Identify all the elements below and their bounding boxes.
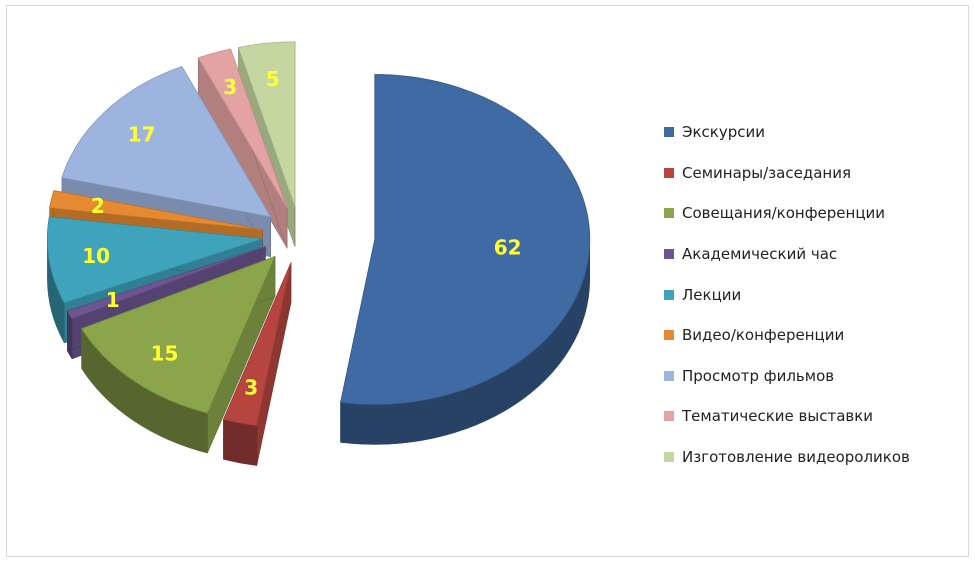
- legend-swatch: [664, 208, 674, 219]
- data-label-5: 10: [82, 244, 110, 268]
- legend-swatch: [664, 452, 674, 463]
- data-label-8: 3: [223, 75, 237, 99]
- slice-8: [197, 48, 288, 250]
- legend-item-8: Тематические выставки: [664, 396, 964, 437]
- legend-item-9: Изготовление видеороликов: [664, 437, 964, 478]
- chart-legend: Экскурсии Семинары/заседания Совещания/кон…: [664, 112, 964, 477]
- legend-swatch: [664, 289, 674, 300]
- data-label-7: 17: [128, 123, 156, 147]
- legend-item-5: Лекции: [664, 274, 964, 315]
- legend-item-6: Видео/конференции: [664, 315, 964, 356]
- legend-label: Семинары/заседания: [682, 163, 851, 182]
- legend-label: Совещания/конференции: [682, 204, 886, 223]
- legend-swatch: [664, 330, 674, 341]
- legend-swatch: [664, 249, 674, 260]
- legend-label: Просмотр фильмов: [682, 366, 835, 385]
- legend-label: Тематические выставки: [682, 407, 874, 426]
- data-label-4: 1: [106, 288, 120, 312]
- slice-2: [222, 262, 292, 466]
- legend-item-3: Совещания/конференции: [664, 193, 964, 234]
- slice-1: [340, 74, 591, 445]
- legend-label: Изготовление видеороликов: [682, 448, 910, 467]
- legend-item-2: Семинары/заседания: [664, 153, 964, 194]
- legend-label: Академический час: [682, 245, 838, 264]
- data-label-1: 62: [494, 236, 522, 260]
- legend-item-7: Просмотр фильмов: [664, 356, 964, 397]
- data-label-3: 15: [151, 341, 179, 365]
- slice-7: [61, 65, 272, 258]
- legend-swatch: [664, 370, 674, 381]
- legend-label: Экскурсии: [682, 123, 765, 142]
- legend-swatch: [664, 411, 674, 422]
- data-label-9: 5: [266, 67, 280, 91]
- legend-item-4: Академический час: [664, 234, 964, 275]
- data-label-2: 3: [244, 376, 258, 400]
- slice-3: [81, 255, 276, 454]
- legend-item-1: Экскурсии: [664, 112, 964, 153]
- data-label-6: 2: [91, 194, 105, 218]
- legend-label: Лекции: [682, 285, 742, 304]
- legend-label: Видео/конференции: [682, 326, 845, 345]
- legend-swatch: [664, 127, 674, 138]
- legend-swatch: [664, 167, 674, 178]
